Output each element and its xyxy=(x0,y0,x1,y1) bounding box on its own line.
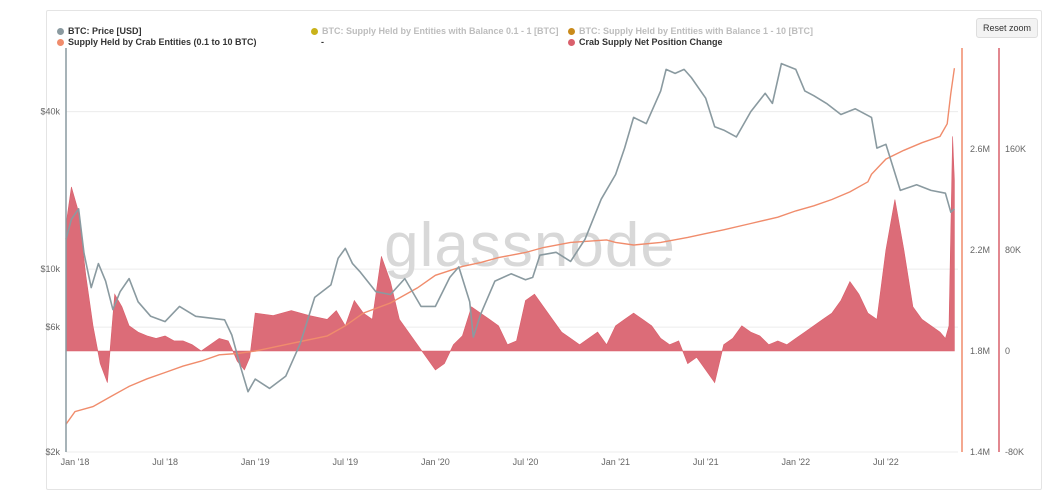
net-position-change-area xyxy=(65,136,955,384)
supply-tick-label: 2.6M xyxy=(970,144,990,154)
net-change-tick-label: 160K xyxy=(1005,144,1026,154)
price-tick-label: $10k xyxy=(40,264,60,274)
legend-label-supply-0-1-to-1: BTC: Supply Held by Entities with Balanc… xyxy=(322,26,559,36)
reset-zoom-button[interactable]: Reset zoom xyxy=(976,18,1038,38)
supply-tick-label: 1.8M xyxy=(970,346,990,356)
watermark: glassnode xyxy=(384,211,676,280)
legend-swatch-supply-1-to-10 xyxy=(568,28,575,35)
x-tick-label: Jul '19 xyxy=(332,457,358,467)
legend-swatch-crab-supply xyxy=(57,39,64,46)
price-tick-label: $40k xyxy=(40,107,60,117)
legend-label-btc-price: BTC: Price [USD] xyxy=(68,26,142,36)
x-tick-label: Jul '20 xyxy=(513,457,539,467)
grid xyxy=(66,111,958,453)
net-change-layer xyxy=(65,136,955,384)
supply-tick-label: 1.4M xyxy=(970,447,990,457)
price-tick-label: $6k xyxy=(45,322,60,332)
x-tick-label: Jan '18 xyxy=(61,457,90,467)
btc-price-line xyxy=(65,62,955,393)
legend-label-crab-supply: Supply Held by Crab Entities (0.1 to 10 … xyxy=(68,37,257,47)
x-tick-label: Jul '22 xyxy=(873,457,899,467)
supply-tick-label: 2.2M xyxy=(970,245,990,255)
legend-item-crab-supply[interactable]: Supply Held by Crab Entities (0.1 to 10 … xyxy=(57,37,257,47)
crab-supply-line xyxy=(65,68,956,425)
x-tick-label: Jan '21 xyxy=(601,457,630,467)
x-tick-label: Jul '21 xyxy=(693,457,719,467)
net-change-tick-label: 80K xyxy=(1005,245,1021,255)
legend-swatch-net-position-change xyxy=(568,39,575,46)
line-layer xyxy=(65,62,956,425)
legend-item-supply-1-to-10[interactable]: BTC: Supply Held by Entities with Balanc… xyxy=(568,26,813,36)
legend-label-supply-1-to-10: BTC: Supply Held by Entities with Balanc… xyxy=(579,26,814,36)
price-tick-label: $2k xyxy=(45,447,60,457)
axes: Jan '18 Jul '18 Jan '19 Jul '19 Jan '20 Jul '… xyxy=(40,48,1026,467)
x-tick-label: Jan '22 xyxy=(781,457,810,467)
x-tick-label: Jul '18 xyxy=(152,457,178,467)
legend-item-net-position-change[interactable]: Crab Supply Net Position Change xyxy=(568,37,723,47)
net-change-tick-label: -80K xyxy=(1005,447,1024,457)
legend-swatch-btc-price xyxy=(57,28,64,35)
legend-label-net-position-change: Crab Supply Net Position Change xyxy=(579,37,723,47)
legend-label-dash: - xyxy=(321,37,324,47)
legend-swatch-supply-0-1-to-1 xyxy=(311,28,318,35)
net-change-tick-label: 0 xyxy=(1005,346,1010,356)
legend-item-dash: - xyxy=(321,37,324,47)
x-tick-label: Jan '19 xyxy=(241,457,270,467)
legend-item-supply-0-1-to-1[interactable]: BTC: Supply Held by Entities with Balanc… xyxy=(311,26,559,36)
chart-frame xyxy=(46,10,1042,490)
x-tick-label: Jan '20 xyxy=(421,457,450,467)
legend-item-btc-price[interactable]: BTC: Price [USD] xyxy=(57,26,142,36)
